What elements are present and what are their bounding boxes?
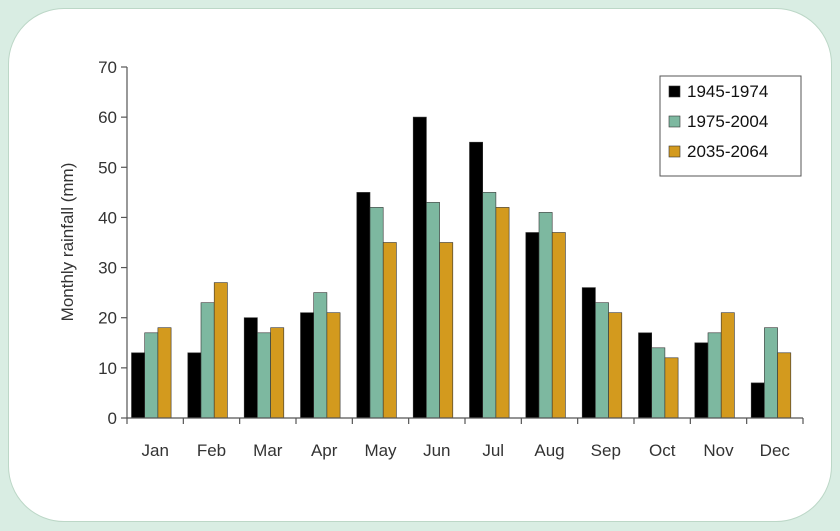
bar-1975-2004-Dec	[764, 327, 778, 419]
bar-1975-2004-Jun	[426, 202, 440, 419]
y-tick-label: 10	[98, 359, 117, 378]
bar-1975-2004-Mar	[257, 332, 271, 419]
legend-swatch-2035-2064	[668, 145, 681, 158]
x-tick-label-Sep: Sep	[591, 441, 621, 460]
y-tick-label: 30	[98, 259, 117, 278]
y-tick-label: 40	[98, 208, 117, 227]
bar-1975-2004-May	[369, 207, 384, 419]
bar-2035-2064-Nov	[720, 312, 735, 419]
bar-1975-2004-Feb	[200, 302, 215, 419]
x-tick-label-Jun: Jun	[423, 441, 450, 460]
bar-2035-2064-Oct	[664, 357, 679, 419]
bar-1945-1974-Aug	[525, 232, 540, 419]
bar-1975-2004-Aug	[538, 212, 553, 419]
bar-2035-2064-Dec	[777, 352, 792, 419]
bar-1945-1974-May	[356, 192, 371, 419]
bar-2035-2064-Jun	[439, 242, 454, 419]
bar-1945-1974-Jan	[131, 352, 145, 419]
y-tick-label: 0	[108, 409, 117, 428]
bar-1945-1974-Mar	[243, 317, 258, 419]
legend-box	[659, 75, 802, 177]
axes-group: 0 10 20 30 40 50 60 70 Jan Feb Mar Apr May Jun Jul Aug S…	[98, 58, 804, 460]
bar-2035-2064-Mar	[270, 327, 285, 419]
bar-2035-2064-May	[382, 242, 397, 419]
y-tick-label: 20	[98, 309, 117, 328]
bar-2035-2064-Jan	[157, 327, 172, 419]
bar-2035-2064-Apr	[326, 312, 341, 419]
bar-1975-2004-Oct	[651, 347, 666, 419]
y-tick-label: 70	[98, 58, 117, 77]
bar-1975-2004-Apr	[313, 292, 328, 419]
x-tick-label-Apr: Apr	[311, 441, 338, 460]
bar-2035-2064-Jul	[495, 207, 510, 419]
legend-label-1975-2004: 1975-2004	[687, 112, 768, 131]
bar-1975-2004-Jul	[482, 192, 497, 419]
bar-2035-2064-Feb	[213, 282, 228, 419]
bar-1945-1974-Nov	[694, 342, 709, 419]
x-tick-label-Mar: Mar	[253, 441, 283, 460]
x-tick-label-Jul: Jul	[482, 441, 504, 460]
bar-2035-2064-Aug	[551, 232, 566, 419]
legend-label-1945-1974: 1945-1974	[687, 82, 768, 101]
y-tick-label: 50	[98, 158, 117, 177]
legend-swatch-1945-1974	[668, 85, 681, 98]
y-tick-label: 60	[98, 108, 117, 127]
legend-swatch-1975-2004	[668, 115, 681, 128]
bar-1975-2004-Sep	[595, 302, 609, 419]
bar-1945-1974-Jul	[469, 141, 483, 419]
x-tick-label-May: May	[364, 441, 397, 460]
legend: 1945-1974 1975-2004 2035-2064	[659, 75, 802, 177]
bars-group	[131, 116, 792, 419]
x-tick-label-Dec: Dec	[760, 441, 791, 460]
bar-1975-2004-Jan	[144, 332, 159, 419]
y-axis-title: Monthly rainfall (mm)	[58, 163, 77, 322]
bar-1945-1974-Sep	[581, 287, 596, 419]
bar-2035-2064-Sep	[608, 312, 623, 419]
x-tick-label-Feb: Feb	[197, 441, 226, 460]
bar-1945-1974-Apr	[300, 312, 314, 419]
legend-label-2035-2064: 2035-2064	[687, 142, 768, 161]
bar-1945-1974-Jun	[412, 116, 427, 419]
x-tick-label-Jan: Jan	[141, 441, 168, 460]
x-tick-label-Oct: Oct	[649, 441, 676, 460]
x-tick-label-Nov: Nov	[703, 441, 734, 460]
bar-1945-1974-Dec	[750, 382, 765, 419]
bar-1975-2004-Nov	[707, 332, 722, 419]
x-tick-label-Aug: Aug	[534, 441, 564, 460]
bar-1945-1974-Oct	[638, 332, 652, 419]
bar-1945-1974-Feb	[187, 352, 202, 419]
